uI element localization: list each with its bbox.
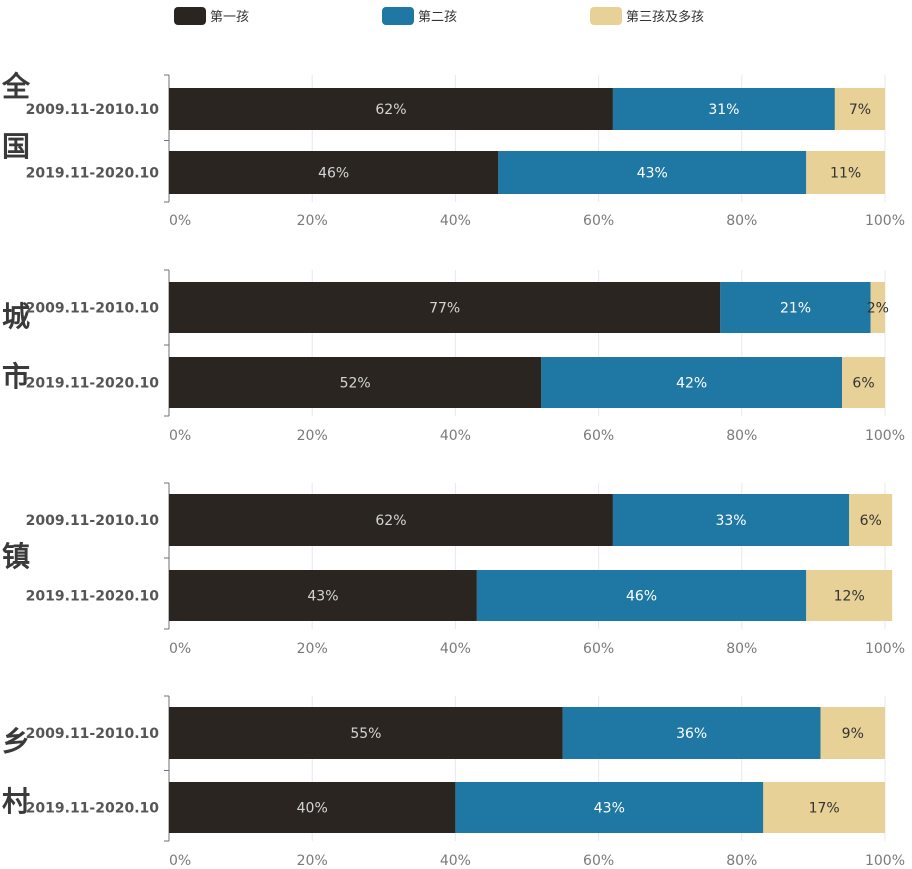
bar-segment-2[interactable] [612, 494, 850, 546]
data-label: 62% [375, 513, 406, 529]
region-title-char: 镇 [2, 540, 30, 573]
x-tick-label: 60% [583, 213, 614, 229]
bar-segment-1[interactable] [169, 88, 613, 130]
legend-swatch-3[interactable] [590, 7, 622, 25]
bar-segment-3[interactable] [806, 570, 893, 621]
x-tick-label: 0% [169, 213, 191, 229]
region-title-char: 全 [1, 70, 31, 103]
x-tick-label: 80% [726, 428, 757, 444]
bar-segment-3[interactable] [849, 494, 893, 546]
data-label: 55% [350, 726, 381, 742]
bar-segment-1[interactable] [169, 151, 499, 194]
data-label: 36% [676, 726, 707, 742]
category-label: 2009.11-2010.10 [26, 301, 160, 317]
x-tick-label: 60% [583, 428, 614, 444]
data-label: 17% [809, 801, 840, 817]
x-tick-label: 100% [865, 853, 905, 869]
data-label: 33% [715, 513, 746, 529]
bar-segment-2[interactable] [455, 782, 764, 833]
category-label: 2019.11-2020.10 [26, 166, 160, 182]
data-label: 2% [867, 301, 889, 317]
bar-segment-2[interactable] [498, 151, 807, 194]
legend-label-1[interactable]: 第一孩 [210, 10, 249, 25]
bar-segment-1[interactable] [169, 282, 721, 333]
data-label: 9% [842, 726, 864, 742]
legend-label-2[interactable]: 第二孩 [418, 10, 457, 25]
region-title-char: 村 [2, 785, 30, 818]
category-label: 2009.11-2010.10 [26, 102, 160, 118]
x-tick-label: 100% [865, 428, 905, 444]
bar-segment-3[interactable] [842, 357, 885, 408]
x-tick-label: 40% [440, 213, 471, 229]
data-label: 21% [780, 301, 811, 317]
data-label: 77% [429, 301, 460, 317]
data-label: 12% [834, 589, 865, 605]
x-tick-label: 100% [865, 213, 905, 229]
region-title-char: 国 [2, 130, 30, 163]
x-tick-label: 0% [169, 428, 191, 444]
bar-segment-1[interactable] [169, 782, 456, 833]
x-tick-label: 20% [297, 428, 328, 444]
data-label: 6% [852, 376, 874, 392]
x-tick-label: 40% [440, 853, 471, 869]
data-label: 43% [637, 166, 668, 182]
data-label: 11% [830, 166, 861, 182]
region-title-char: 市 [2, 360, 30, 393]
category-label: 2009.11-2010.10 [26, 726, 160, 742]
region-title-char: 乡 [2, 725, 30, 758]
data-label: 62% [375, 102, 406, 118]
x-tick-label: 40% [440, 641, 471, 657]
bar-segment-2[interactable] [562, 707, 821, 759]
x-tick-label: 80% [726, 213, 757, 229]
data-label: 43% [307, 589, 338, 605]
x-tick-label: 0% [169, 641, 191, 657]
x-tick-label: 40% [440, 428, 471, 444]
x-tick-label: 60% [583, 853, 614, 869]
bar-segment-3[interactable] [834, 88, 885, 130]
bar-segment-1[interactable] [169, 357, 542, 408]
region-title-char: 城 [2, 300, 30, 333]
bar-segment-3[interactable] [820, 707, 885, 759]
category-label: 2019.11-2020.10 [26, 376, 160, 392]
bar-segment-1[interactable] [169, 570, 477, 621]
bar-segment-1[interactable] [169, 494, 613, 546]
x-tick-label: 100% [865, 641, 905, 657]
bar-segment-2[interactable] [612, 88, 835, 130]
data-label: 46% [626, 589, 657, 605]
data-label: 7% [849, 102, 871, 118]
x-tick-label: 20% [297, 641, 328, 657]
category-label: 2009.11-2010.10 [26, 513, 160, 529]
legend-swatch-2[interactable] [382, 7, 414, 25]
data-label: 6% [860, 513, 882, 529]
x-tick-label: 20% [297, 853, 328, 869]
bar-segment-2[interactable] [476, 570, 807, 621]
bar-segment-3[interactable] [763, 782, 885, 833]
bar-segment-2[interactable] [541, 357, 843, 408]
data-label: 52% [340, 376, 371, 392]
data-label: 43% [594, 801, 625, 817]
bar-segment-1[interactable] [169, 707, 563, 759]
x-tick-label: 20% [297, 213, 328, 229]
x-tick-label: 0% [169, 853, 191, 869]
bar-segment-3[interactable] [870, 282, 885, 333]
x-tick-label: 80% [726, 853, 757, 869]
bar-segment-2[interactable] [720, 282, 871, 333]
data-label: 42% [676, 376, 707, 392]
data-label: 31% [708, 102, 739, 118]
x-tick-label: 80% [726, 641, 757, 657]
legend-label-3[interactable]: 第三孩及多孩 [626, 9, 704, 25]
bar-segment-3[interactable] [806, 151, 885, 194]
data-label: 40% [297, 801, 328, 817]
category-label: 2019.11-2020.10 [26, 801, 160, 817]
x-tick-label: 60% [583, 641, 614, 657]
data-label: 46% [318, 166, 349, 182]
legend-swatch-1[interactable] [174, 7, 206, 25]
category-label: 2019.11-2020.10 [26, 589, 160, 605]
